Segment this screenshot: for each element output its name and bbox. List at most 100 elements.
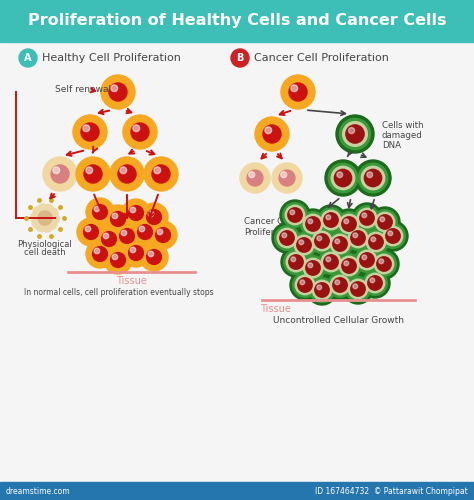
Circle shape	[73, 115, 107, 149]
Circle shape	[328, 272, 352, 297]
Circle shape	[104, 205, 132, 233]
Circle shape	[84, 165, 102, 183]
Circle shape	[346, 125, 364, 143]
Circle shape	[386, 229, 400, 243]
Circle shape	[381, 224, 405, 248]
Circle shape	[19, 49, 37, 67]
Circle shape	[289, 255, 303, 269]
Circle shape	[131, 218, 159, 246]
Circle shape	[255, 117, 289, 151]
Circle shape	[339, 118, 371, 150]
Circle shape	[375, 212, 395, 232]
Circle shape	[149, 221, 177, 249]
Circle shape	[111, 85, 118, 91]
Circle shape	[109, 83, 127, 101]
Circle shape	[333, 237, 347, 251]
Circle shape	[31, 204, 59, 232]
Circle shape	[122, 199, 150, 227]
Circle shape	[308, 219, 313, 224]
Circle shape	[139, 226, 145, 232]
Circle shape	[346, 276, 370, 301]
Circle shape	[301, 212, 325, 236]
Circle shape	[344, 261, 349, 266]
Circle shape	[336, 115, 374, 153]
Circle shape	[86, 240, 114, 268]
Circle shape	[272, 163, 302, 193]
Circle shape	[247, 170, 263, 186]
Circle shape	[157, 229, 163, 234]
Circle shape	[324, 213, 338, 227]
Circle shape	[43, 157, 77, 191]
Circle shape	[77, 218, 105, 246]
Circle shape	[351, 231, 365, 245]
Circle shape	[298, 278, 312, 292]
Circle shape	[331, 166, 355, 190]
Circle shape	[110, 252, 126, 268]
Circle shape	[360, 211, 374, 225]
Circle shape	[38, 211, 52, 225]
Circle shape	[343, 274, 373, 304]
Circle shape	[366, 232, 386, 252]
Circle shape	[119, 228, 135, 244]
Circle shape	[113, 222, 141, 250]
Circle shape	[362, 213, 367, 218]
Text: Cancer Cell Proliferation: Cancer Cell Proliferation	[254, 53, 389, 63]
Circle shape	[144, 157, 178, 191]
Circle shape	[286, 252, 306, 272]
Circle shape	[298, 253, 328, 283]
Circle shape	[330, 234, 350, 254]
Circle shape	[378, 221, 408, 251]
Circle shape	[130, 207, 136, 212]
Circle shape	[291, 85, 298, 91]
Circle shape	[326, 257, 331, 262]
Circle shape	[377, 257, 391, 271]
Circle shape	[265, 127, 272, 134]
Circle shape	[352, 245, 382, 275]
Circle shape	[290, 210, 295, 214]
Circle shape	[122, 239, 150, 267]
Circle shape	[298, 209, 328, 239]
Circle shape	[146, 250, 162, 264]
Circle shape	[289, 83, 307, 101]
Circle shape	[325, 160, 361, 196]
Circle shape	[231, 49, 249, 67]
Circle shape	[301, 256, 325, 280]
Circle shape	[334, 170, 352, 186]
Text: cell death: cell death	[24, 248, 66, 257]
Circle shape	[330, 275, 350, 294]
Circle shape	[337, 254, 361, 278]
Circle shape	[380, 217, 385, 222]
Circle shape	[326, 215, 331, 220]
Text: Proliferation of Healthy Cells and Cancer Cells: Proliferation of Healthy Cells and Cance…	[28, 14, 446, 28]
Circle shape	[325, 270, 355, 300]
Circle shape	[121, 230, 127, 235]
Circle shape	[346, 226, 370, 250]
Circle shape	[307, 275, 337, 305]
Circle shape	[312, 231, 332, 251]
Circle shape	[343, 122, 367, 146]
Circle shape	[110, 212, 126, 226]
Circle shape	[303, 214, 323, 234]
Circle shape	[83, 125, 90, 132]
Circle shape	[280, 200, 310, 230]
Circle shape	[123, 115, 157, 149]
Circle shape	[371, 237, 376, 242]
Circle shape	[353, 284, 358, 288]
Circle shape	[355, 206, 379, 231]
Circle shape	[353, 233, 358, 237]
FancyBboxPatch shape	[0, 482, 474, 500]
Circle shape	[362, 255, 367, 260]
Circle shape	[51, 165, 69, 183]
Circle shape	[148, 211, 154, 216]
Circle shape	[321, 252, 341, 272]
Circle shape	[280, 231, 294, 245]
Circle shape	[363, 270, 387, 295]
Circle shape	[310, 278, 334, 302]
Circle shape	[357, 208, 377, 228]
Circle shape	[86, 167, 92, 173]
Circle shape	[342, 259, 356, 273]
Circle shape	[317, 285, 322, 290]
Circle shape	[101, 75, 135, 109]
Circle shape	[295, 275, 315, 294]
Circle shape	[337, 172, 343, 178]
